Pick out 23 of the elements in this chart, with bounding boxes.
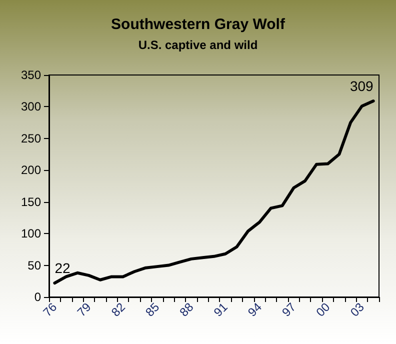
y-tick-label: 300 — [20, 100, 42, 114]
x-tick-label: 03 — [348, 300, 368, 320]
y-tick-label: 100 — [20, 226, 42, 241]
x-tick-label: 97 — [279, 300, 299, 320]
chart-title: Southwestern Gray Wolf — [111, 16, 286, 33]
y-tick-label: 150 — [20, 194, 42, 209]
y-tick-label: 200 — [20, 163, 42, 178]
x-tick-label: 94 — [245, 300, 265, 320]
y-tick-label: 250 — [20, 131, 42, 146]
x-tick-label: 82 — [108, 300, 128, 320]
y-tick-label: 350 — [20, 68, 42, 82]
y-tick-label: 0 — [34, 290, 42, 304]
x-tick-label: 85 — [142, 300, 162, 320]
line-series — [53, 100, 375, 285]
chart-subtitle: U.S. captive and wild — [138, 38, 258, 52]
x-tick-label: 88 — [176, 300, 196, 320]
x-tick-label: 76 — [40, 300, 60, 320]
x-tick-label: 00 — [313, 300, 333, 320]
data-label: 309 — [350, 78, 374, 94]
x-tick-label: 91 — [210, 300, 231, 320]
data-label: 22 — [54, 260, 70, 276]
x-tick-label: 79 — [74, 300, 94, 320]
y-tick-label: 50 — [28, 258, 42, 272]
